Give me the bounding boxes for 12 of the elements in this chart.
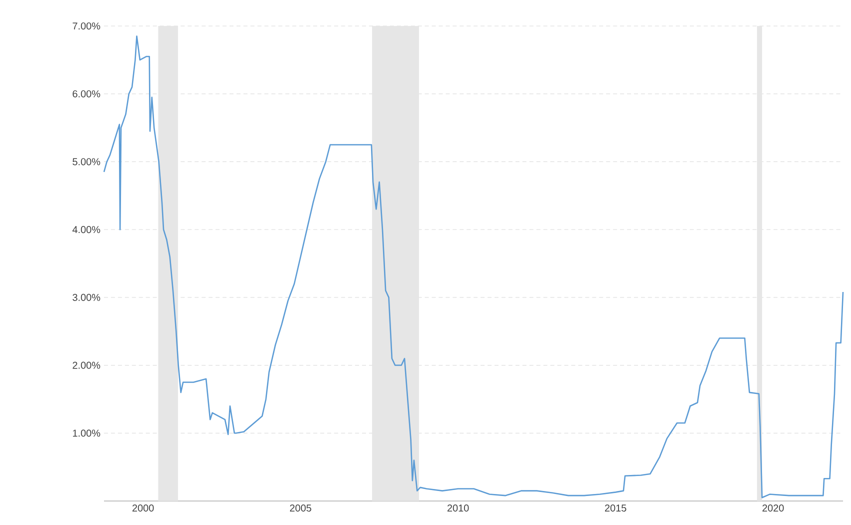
x-tick-label: 2005 [290,504,312,512]
y-tick-label: 3.00% [72,294,100,301]
y-tick-label: 1.00% [73,430,100,437]
y-tick-label: 4.00% [72,226,100,234]
y-tick-label: 7.00% [72,22,100,30]
x-tick-label: 2020 [762,504,784,512]
x-tick-label: 2010 [447,504,469,512]
y-tick-label: 2.00% [72,362,100,369]
y-tick-label: 5.00% [72,158,100,166]
y-tick-label: 6.00% [72,90,100,98]
x-tick-label: 2000 [132,504,154,512]
x-tick-label: 2015 [604,504,626,512]
